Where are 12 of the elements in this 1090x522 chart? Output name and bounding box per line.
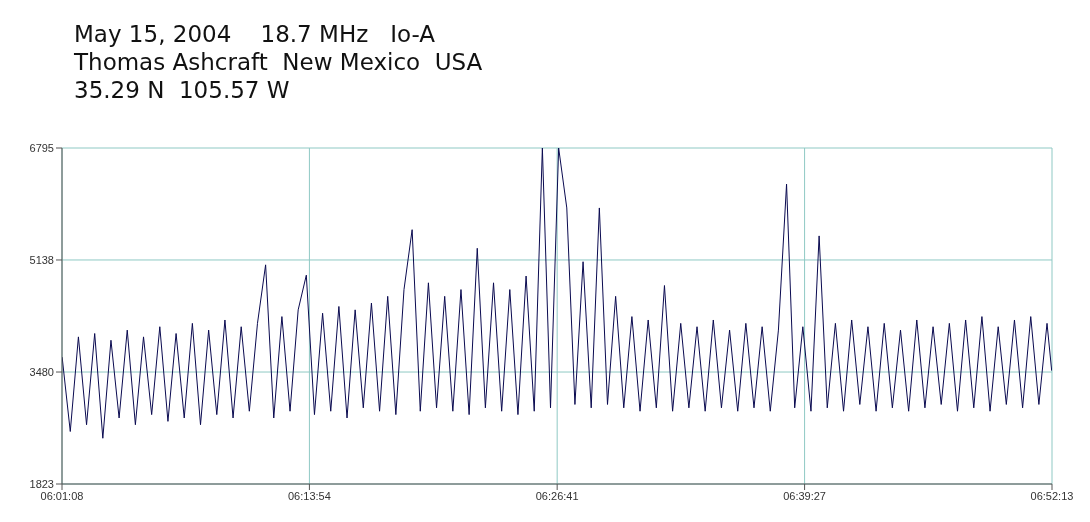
chart-title: May 15, 2004 18.7 MHz Io-A xyxy=(74,20,436,48)
y-tick-label: 3480 xyxy=(29,365,54,378)
x-tick-label: 06:39:27 xyxy=(783,489,826,502)
text: 35.29 N 105.57 W xyxy=(74,76,291,104)
y-tick-label: 5138 xyxy=(29,253,54,266)
x-tick-label: 06:26:41 xyxy=(535,489,579,502)
chart-subtitle: Thomas Ashcraft New Mexico USA xyxy=(74,48,483,76)
x-tick-label: 06:01:08 xyxy=(40,489,84,502)
y-tick-label: 6795 xyxy=(29,141,54,154)
y-tick-label: 1823 xyxy=(29,477,54,490)
x-tick-label: 06:13:54 xyxy=(288,489,331,502)
x-tick-label: 06:52:13 xyxy=(1030,489,1074,502)
